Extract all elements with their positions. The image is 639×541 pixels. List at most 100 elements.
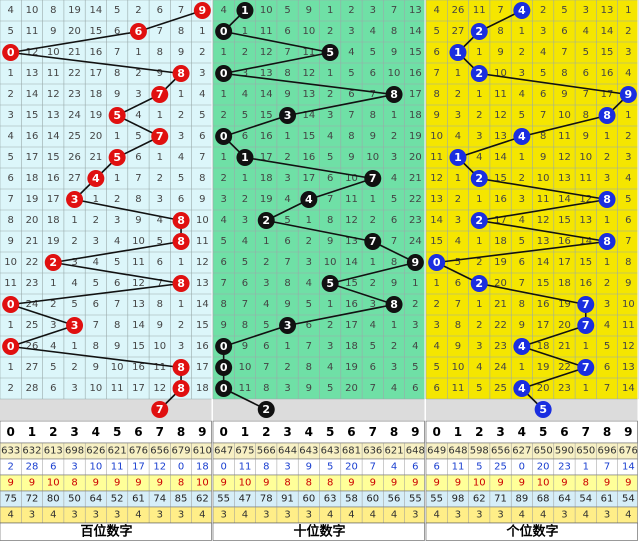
- cell-value: 9: [157, 68, 163, 79]
- stat-value: 3: [604, 510, 610, 521]
- cell-value: 1: [519, 26, 525, 37]
- stat-value: 679: [172, 446, 191, 457]
- cell-value: 10: [132, 236, 145, 247]
- stat-value: 3: [561, 510, 567, 521]
- ball-number: 7: [582, 319, 590, 332]
- cell-value: 7: [433, 68, 439, 79]
- cell-value: 9: [327, 236, 333, 247]
- cell-value: 5: [604, 341, 610, 352]
- stat-value: 11: [239, 462, 252, 473]
- cell-value: 3: [306, 257, 312, 268]
- stat-value: 643: [321, 446, 340, 457]
- cell-value: 5: [71, 299, 77, 310]
- cell-value: 9: [540, 152, 546, 163]
- stat-value: 8: [284, 478, 290, 489]
- cell-value: 2: [625, 26, 631, 37]
- stat-value: 4: [519, 510, 525, 521]
- cell-value: 15: [345, 278, 358, 289]
- cell-value: 2: [284, 152, 290, 163]
- cell-value: 9: [284, 89, 290, 100]
- cell-value: 13: [302, 89, 315, 100]
- cell-value: 26: [68, 152, 81, 163]
- cell-value: 20: [494, 278, 507, 289]
- cell-value: 3: [7, 110, 13, 121]
- stat-value: 9: [263, 478, 269, 489]
- cell-value: 6: [157, 257, 163, 268]
- cell-value: 9: [625, 278, 631, 289]
- cell-value: 14: [409, 26, 422, 37]
- cell-value: 5: [242, 110, 248, 121]
- cell-value: 7: [604, 383, 610, 394]
- stat-value: 9: [433, 478, 439, 489]
- cell-value: 10: [622, 299, 635, 310]
- cell-value: 4: [583, 26, 589, 37]
- cell-value: 2: [220, 173, 226, 184]
- cell-value: 22: [26, 257, 39, 268]
- cell-value: 5: [391, 194, 397, 205]
- cell-value: 10: [302, 26, 315, 37]
- cell-value: 2: [50, 299, 56, 310]
- ball-number: 2: [49, 256, 57, 269]
- cell-value: 6: [178, 194, 184, 205]
- cell-value: 1: [199, 26, 205, 37]
- stat-value: 676: [619, 446, 638, 457]
- stat-value: 3: [220, 510, 226, 521]
- ball-number: 8: [177, 67, 185, 80]
- stat-value: 10: [196, 478, 209, 489]
- cell-value: 6: [455, 278, 461, 289]
- ball: [406, 254, 424, 271]
- cell-value: 5: [263, 320, 269, 331]
- cell-value: 6: [583, 68, 589, 79]
- stat-value: 9: [135, 478, 141, 489]
- panel: 4 26 11 7 2 5 3 13 15 27 8 1 3 6 4 14 26 1 9 2 4 7 5 15 37 1 10 3 5 8…: [425, 0, 639, 541]
- cell-value: 1: [157, 110, 163, 121]
- cell-value: 23: [409, 215, 422, 226]
- ball: [577, 317, 595, 334]
- cell-value: 7: [348, 110, 354, 121]
- stat-value: 696: [598, 446, 617, 457]
- cell-value: 2: [327, 320, 333, 331]
- cell-value: 9: [93, 362, 99, 373]
- stat-value: 85: [175, 494, 188, 505]
- ball-number: 4: [518, 4, 526, 17]
- cell-value: 12: [260, 47, 273, 58]
- ball-number: 0: [220, 67, 228, 80]
- cell-value: 6: [242, 278, 248, 289]
- ball-number: 0: [7, 340, 15, 353]
- ball: [279, 317, 297, 334]
- cell-value: 23: [494, 341, 507, 352]
- cell-value: 6: [157, 5, 163, 16]
- cell-value: 2: [135, 5, 141, 16]
- cell-value: 5: [284, 215, 290, 226]
- cell-value: 5: [135, 131, 141, 142]
- trend-line: [53, 261, 182, 285]
- cell-value: 4: [391, 383, 397, 394]
- cell-value: 1: [476, 236, 482, 247]
- cell-value: 7: [455, 299, 461, 310]
- cell-value: 1: [7, 320, 13, 331]
- cell-value: 9: [497, 47, 503, 58]
- cell-value: 1: [476, 299, 482, 310]
- column-digit: 8: [603, 425, 611, 439]
- cell-value: 8: [391, 257, 397, 268]
- cell-value: 21: [558, 341, 571, 352]
- cell-value: 10: [260, 5, 273, 16]
- cell-value: 2: [263, 257, 269, 268]
- cell-value: 3: [433, 320, 439, 331]
- panel: 4 10 5 9 1 2 3 7 131 11 6 10 2 3 4 8 141 2 12 7 11 4 5 9 153 13 8 1…: [212, 0, 427, 541]
- stat-value: 675: [235, 446, 254, 457]
- cell-value: 2: [455, 194, 461, 205]
- cell-value: 22: [409, 194, 422, 205]
- ball: [151, 86, 169, 103]
- cell-value: 9: [583, 131, 589, 142]
- cell-value: 14: [47, 131, 60, 142]
- cell-value: 2: [7, 89, 13, 100]
- cell-value: 9: [114, 341, 120, 352]
- cell-value: 2: [370, 278, 376, 289]
- stat-value: 52: [111, 494, 124, 505]
- cell-value: 3: [370, 299, 376, 310]
- stat-value: 6: [50, 462, 56, 473]
- stat-value: 566: [257, 446, 276, 457]
- stat-value: 17: [132, 462, 145, 473]
- stat-value: 5: [327, 462, 333, 473]
